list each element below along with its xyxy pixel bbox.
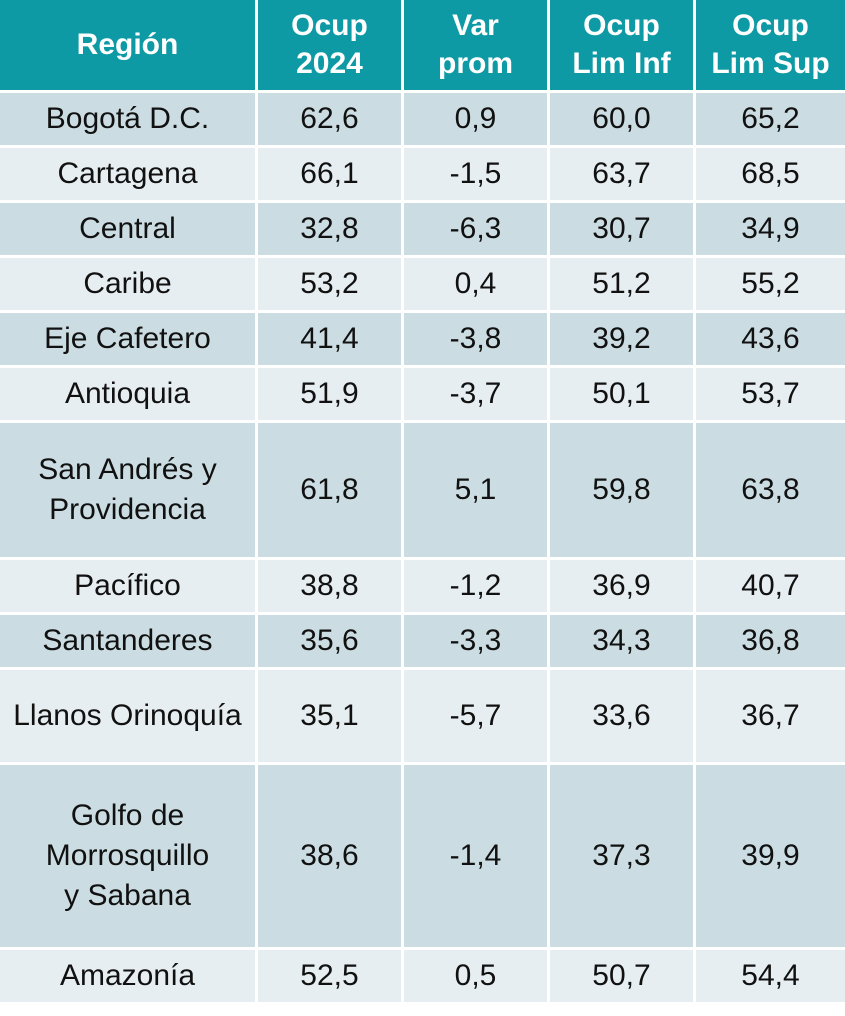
cell-region: Cartagena bbox=[0, 148, 258, 203]
cell-var-prom: -3,3 bbox=[404, 615, 550, 670]
header-lim-inf: Ocup Lim Inf bbox=[550, 0, 696, 93]
cell-lim-sup: 68,5 bbox=[696, 148, 845, 203]
cell-region: Llanos Orinoquía bbox=[0, 670, 258, 765]
cell-lim-sup: 39,9 bbox=[696, 765, 845, 950]
cell-lim-sup: 55,2 bbox=[696, 258, 845, 313]
cell-ocup-2024: 41,4 bbox=[258, 313, 404, 368]
cell-lim-sup: 36,7 bbox=[696, 670, 845, 765]
header-lim-sup: Ocup Lim Sup bbox=[696, 0, 845, 93]
cell-ocup-2024: 38,6 bbox=[258, 765, 404, 950]
cell-lim-sup: 54,4 bbox=[696, 950, 845, 1005]
cell-ocup-2024: 62,6 bbox=[258, 93, 404, 148]
cell-var-prom: -5,7 bbox=[404, 670, 550, 765]
cell-lim-sup: 43,6 bbox=[696, 313, 845, 368]
cell-lim-inf: 63,7 bbox=[550, 148, 696, 203]
table-row: Golfo de Morrosquillo y Sabana 38,6 -1,4… bbox=[0, 765, 845, 950]
cell-var-prom: -1,5 bbox=[404, 148, 550, 203]
cell-ocup-2024: 38,8 bbox=[258, 560, 404, 615]
cell-region: Pacífico bbox=[0, 560, 258, 615]
cell-var-prom: 0,9 bbox=[404, 93, 550, 148]
cell-lim-inf: 50,7 bbox=[550, 950, 696, 1005]
table-row: Antioquia 51,9 -3,7 50,1 53,7 bbox=[0, 368, 845, 423]
cell-lim-sup: 65,2 bbox=[696, 93, 845, 148]
cell-region: Golfo de Morrosquillo y Sabana bbox=[0, 765, 258, 950]
cell-var-prom: 5,1 bbox=[404, 423, 550, 560]
cell-lim-sup: 40,7 bbox=[696, 560, 845, 615]
cell-var-prom: -6,3 bbox=[404, 203, 550, 258]
header-row: Región Ocup 2024 Var prom Ocup Lim Inf O… bbox=[0, 0, 845, 93]
header-region: Región bbox=[0, 0, 258, 93]
cell-region: Santanderes bbox=[0, 615, 258, 670]
header-var-prom: Var prom bbox=[404, 0, 550, 93]
table-row: Central 32,8 -6,3 30,7 34,9 bbox=[0, 203, 845, 258]
cell-region: Caribe bbox=[0, 258, 258, 313]
cell-var-prom: 0,4 bbox=[404, 258, 550, 313]
cell-var-prom: 0,5 bbox=[404, 950, 550, 1005]
cell-var-prom: -1,2 bbox=[404, 560, 550, 615]
cell-ocup-2024: 61,8 bbox=[258, 423, 404, 560]
cell-lim-inf: 30,7 bbox=[550, 203, 696, 258]
table-row: Cartagena 66,1 -1,5 63,7 68,5 bbox=[0, 148, 845, 203]
cell-lim-sup: 36,8 bbox=[696, 615, 845, 670]
cell-ocup-2024: 35,1 bbox=[258, 670, 404, 765]
cell-lim-sup: 34,9 bbox=[696, 203, 845, 258]
cell-lim-sup: 53,7 bbox=[696, 368, 845, 423]
cell-var-prom: -1,4 bbox=[404, 765, 550, 950]
table-row: Caribe 53,2 0,4 51,2 55,2 bbox=[0, 258, 845, 313]
cell-ocup-2024: 53,2 bbox=[258, 258, 404, 313]
table-row: Bogotá D.C. 62,6 0,9 60,0 65,2 bbox=[0, 93, 845, 148]
cell-ocup-2024: 35,6 bbox=[258, 615, 404, 670]
cell-region: San Andrés y Providencia bbox=[0, 423, 258, 560]
cell-ocup-2024: 51,9 bbox=[258, 368, 404, 423]
cell-lim-inf: 51,2 bbox=[550, 258, 696, 313]
cell-ocup-2024: 52,5 bbox=[258, 950, 404, 1005]
cell-lim-sup: 63,8 bbox=[696, 423, 845, 560]
cell-lim-inf: 39,2 bbox=[550, 313, 696, 368]
cell-var-prom: -3,8 bbox=[404, 313, 550, 368]
cell-lim-inf: 37,3 bbox=[550, 765, 696, 950]
cell-region: Amazonía bbox=[0, 950, 258, 1005]
cell-var-prom: -3,7 bbox=[404, 368, 550, 423]
header-ocup-2024: Ocup 2024 bbox=[258, 0, 404, 93]
cell-ocup-2024: 66,1 bbox=[258, 148, 404, 203]
cell-lim-inf: 34,3 bbox=[550, 615, 696, 670]
table-row: San Andrés y Providencia 61,8 5,1 59,8 6… bbox=[0, 423, 845, 560]
cell-region: Eje Cafetero bbox=[0, 313, 258, 368]
cell-lim-inf: 33,6 bbox=[550, 670, 696, 765]
table-row: Eje Cafetero 41,4 -3,8 39,2 43,6 bbox=[0, 313, 845, 368]
cell-region: Bogotá D.C. bbox=[0, 93, 258, 148]
cell-region: Antioquia bbox=[0, 368, 258, 423]
cell-lim-inf: 36,9 bbox=[550, 560, 696, 615]
table-row: Llanos Orinoquía 35,1 -5,7 33,6 36,7 bbox=[0, 670, 845, 765]
table-row: Pacífico 38,8 -1,2 36,9 40,7 bbox=[0, 560, 845, 615]
cell-lim-inf: 59,8 bbox=[550, 423, 696, 560]
table-row: Amazonía 52,5 0,5 50,7 54,4 bbox=[0, 950, 845, 1005]
cell-ocup-2024: 32,8 bbox=[258, 203, 404, 258]
cell-lim-inf: 50,1 bbox=[550, 368, 696, 423]
table-row: Santanderes 35,6 -3,3 34,3 36,8 bbox=[0, 615, 845, 670]
cell-region: Central bbox=[0, 203, 258, 258]
cell-lim-inf: 60,0 bbox=[550, 93, 696, 148]
